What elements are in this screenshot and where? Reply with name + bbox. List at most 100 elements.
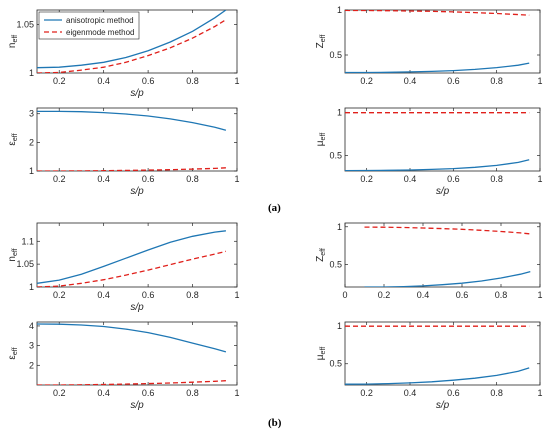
y-axis-label-base: n bbox=[7, 43, 18, 49]
y-axis-label-sub: eff bbox=[12, 133, 19, 141]
chart-b-z: 0 0.2 0.4 0.6 0.8 1 0.5 1 Zeff bbox=[315, 222, 543, 300]
y-tick-label: 0.5 bbox=[329, 150, 342, 160]
axes-box bbox=[344, 9, 541, 74]
x-tick-label: 0.4 bbox=[97, 174, 110, 184]
series-group bbox=[37, 10, 227, 73]
y-axis-label-sub: eff bbox=[12, 35, 19, 43]
x-tick-label: 0.6 bbox=[142, 290, 155, 300]
chart-a-eps: 0.2 0.4 0.6 0.8 1 1 2 3 s/p εeff bbox=[7, 107, 240, 197]
legend-label-solid: anisotropic method bbox=[66, 16, 134, 25]
axes-box bbox=[344, 222, 541, 288]
series-line-eigenmode bbox=[37, 250, 227, 287]
x-tick-label: 0.4 bbox=[404, 174, 417, 184]
x-axis-label: s/p bbox=[130, 186, 144, 197]
x-axis-label: s/p bbox=[436, 400, 450, 411]
x-tick-label: 1 bbox=[234, 388, 239, 398]
series-line-anisotropic bbox=[37, 110, 227, 131]
x-tick-label: 0.4 bbox=[404, 388, 417, 398]
x-tick-label: 0.2 bbox=[360, 174, 373, 184]
series-group bbox=[37, 230, 227, 287]
x-tick-label: 0.8 bbox=[186, 76, 199, 86]
x-axis-label: s/p bbox=[130, 88, 144, 99]
x-tick-label: 0.8 bbox=[495, 290, 508, 300]
series-line-eigenmode bbox=[37, 167, 226, 171]
y-tick-label: 1 bbox=[337, 5, 342, 15]
x-tick-label: 0.8 bbox=[490, 388, 503, 398]
y-tick-label: 0.5 bbox=[329, 359, 342, 369]
series-group bbox=[37, 110, 227, 171]
series-group bbox=[364, 226, 531, 287]
y-axis-label-base: ε bbox=[7, 141, 18, 146]
series-line-anisotropic bbox=[345, 159, 530, 171]
series-line-eigenmode bbox=[37, 19, 227, 73]
y-axis-label-base: Z bbox=[315, 256, 326, 262]
series-line-eigenmode bbox=[364, 226, 531, 235]
chart-a-n: 0.2 0.4 0.6 0.8 1 1 1.05 s/p neff anisotropic met… bbox=[7, 9, 240, 99]
x-tick-label: 0.6 bbox=[447, 388, 460, 398]
y-axis-label: μeff bbox=[315, 133, 327, 146]
y-tick-label: 1 bbox=[337, 107, 342, 117]
y-tick-label: 1 bbox=[337, 222, 342, 232]
y-tick-label: 1.05 bbox=[16, 20, 34, 30]
y-axis-label: neff bbox=[7, 248, 19, 261]
series-line-anisotropic bbox=[37, 230, 226, 284]
x-tick-label: 0.6 bbox=[142, 174, 155, 184]
y-tick-label: 2 bbox=[29, 360, 34, 370]
x-tick-label: 1 bbox=[234, 76, 239, 86]
y-tick-label: 3 bbox=[29, 109, 34, 119]
x-tick-label: 0.6 bbox=[447, 76, 460, 86]
panel-label-a: (a) bbox=[268, 202, 281, 214]
legend-box bbox=[38, 11, 140, 40]
x-tick-label: 1 bbox=[537, 76, 542, 86]
x-tick-label: 1 bbox=[234, 174, 239, 184]
y-axis-label-base: ε bbox=[7, 355, 18, 360]
legend-label-dashed: eigenmode method bbox=[66, 28, 135, 37]
y-tick-label: 1 bbox=[337, 321, 342, 331]
y-tick-label: 4 bbox=[29, 321, 34, 331]
y-tick-label: 1 bbox=[29, 166, 34, 176]
series-line-anisotropic bbox=[37, 10, 227, 69]
x-tick-label: 0.8 bbox=[186, 174, 199, 184]
x-tick-label: 0.8 bbox=[186, 388, 199, 398]
x-tick-label: 0.6 bbox=[142, 388, 155, 398]
series-group bbox=[345, 112, 530, 171]
panel-label-b: (b) bbox=[268, 417, 282, 429]
x-tick-label: 0.6 bbox=[447, 174, 460, 184]
y-axis-label-sub: eff bbox=[12, 347, 19, 355]
y-tick-label: 2 bbox=[29, 137, 34, 147]
chart-b-n: 0.2 0.4 0.6 0.8 1 1 1.05 1.1 s/p neff bbox=[7, 222, 240, 313]
axes-box bbox=[344, 107, 541, 172]
y-axis-label: neff bbox=[7, 35, 19, 48]
x-tick-label: 1 bbox=[537, 174, 542, 184]
y-axis-label: Zeff bbox=[315, 248, 327, 262]
y-axis-label-sub: eff bbox=[320, 248, 327, 256]
y-tick-label: 1 bbox=[29, 68, 34, 78]
y-axis-label-sub: eff bbox=[320, 133, 327, 141]
axes-box bbox=[36, 321, 238, 386]
y-tick-label: 1 bbox=[29, 282, 34, 292]
y-axis-label-sub: eff bbox=[320, 347, 327, 355]
x-axis-label: s/p bbox=[130, 400, 144, 411]
x-tick-label: 0 bbox=[342, 290, 347, 300]
x-tick-label: 0.2 bbox=[378, 290, 391, 300]
chart-b-eps: 0.2 0.4 0.6 0.8 1 2 3 4 s/p εeff bbox=[7, 321, 240, 411]
y-axis-label-sub: eff bbox=[320, 35, 327, 43]
x-tick-label: 0.8 bbox=[186, 290, 199, 300]
series-group bbox=[37, 323, 227, 385]
y-axis-label-base: n bbox=[7, 256, 18, 262]
x-tick-label: 1 bbox=[537, 290, 542, 300]
y-axis-label: εeff bbox=[7, 347, 19, 359]
chart-a-mu: 0.2 0.4 0.6 0.8 1 0.5 1 s/p μeff bbox=[315, 107, 543, 197]
y-axis-label: εeff bbox=[7, 133, 19, 145]
x-tick-label: 0.4 bbox=[97, 290, 110, 300]
series-line-eigenmode bbox=[345, 10, 530, 16]
x-axis-label: s/p bbox=[130, 302, 144, 313]
x-tick-label: 0.4 bbox=[417, 290, 430, 300]
axes-box bbox=[36, 9, 238, 74]
legend: anisotropic method eigenmode method bbox=[38, 11, 140, 40]
x-tick-label: 0.2 bbox=[360, 76, 373, 86]
axes-box bbox=[344, 321, 541, 386]
chart-b-mu: 0.2 0.4 0.6 0.8 1 0.5 1 s/p μeff bbox=[315, 321, 543, 411]
y-axis-label: μeff bbox=[315, 347, 327, 360]
x-tick-label: 0.2 bbox=[53, 290, 66, 300]
